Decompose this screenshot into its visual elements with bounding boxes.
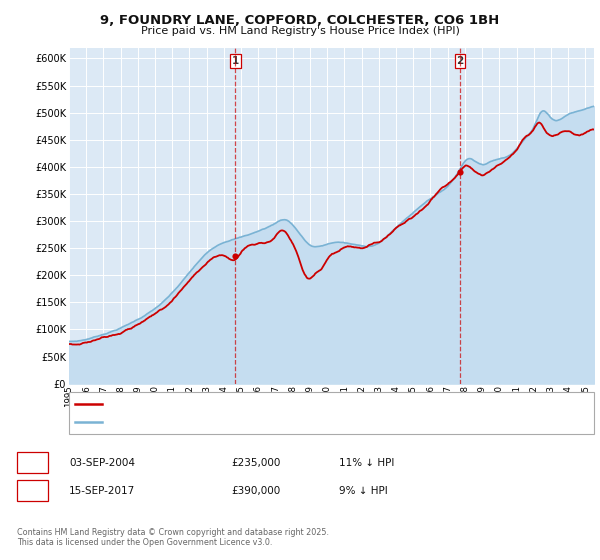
Text: £235,000: £235,000	[231, 458, 280, 468]
Text: 15-SEP-2017: 15-SEP-2017	[69, 486, 135, 496]
Text: Price paid vs. HM Land Registry's House Price Index (HPI): Price paid vs. HM Land Registry's House …	[140, 26, 460, 36]
Text: 11% ↓ HPI: 11% ↓ HPI	[339, 458, 394, 468]
Text: 9, FOUNDRY LANE, COPFORD, COLCHESTER, CO6 1BH (detached house): 9, FOUNDRY LANE, COPFORD, COLCHESTER, CO…	[108, 399, 450, 408]
Point	[455, 168, 465, 177]
Text: Contains HM Land Registry data © Crown copyright and database right 2025.
This d: Contains HM Land Registry data © Crown c…	[17, 528, 329, 547]
Text: 9% ↓ HPI: 9% ↓ HPI	[339, 486, 388, 496]
Text: 1: 1	[232, 56, 239, 66]
Point	[230, 252, 240, 261]
Text: 2: 2	[456, 56, 464, 66]
Text: HPI: Average price, detached house, Colchester: HPI: Average price, detached house, Colc…	[108, 418, 335, 427]
Text: 1: 1	[29, 458, 36, 468]
Text: 9, FOUNDRY LANE, COPFORD, COLCHESTER, CO6 1BH: 9, FOUNDRY LANE, COPFORD, COLCHESTER, CO…	[100, 14, 500, 27]
Text: 2: 2	[29, 486, 36, 496]
Text: 03-SEP-2004: 03-SEP-2004	[69, 458, 135, 468]
Text: £390,000: £390,000	[231, 486, 280, 496]
